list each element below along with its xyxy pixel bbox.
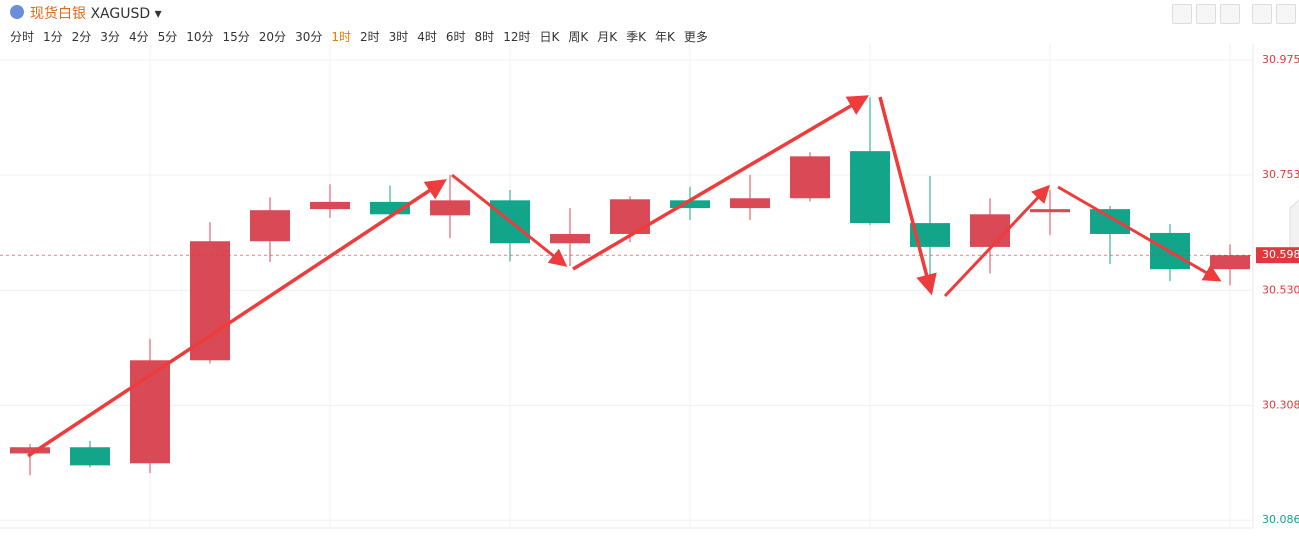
interval-tab[interactable]: 3分 — [100, 30, 120, 44]
interval-tab[interactable]: 日K — [539, 30, 560, 44]
candle-body — [250, 210, 290, 242]
interval-tab[interactable]: 6时 — [445, 30, 466, 44]
y-tick-label: 30.753 — [1262, 168, 1299, 181]
toolbar: 现货白银 XAGUSD ▾ 分时 1分 2分 3分 4分 5分 10分 15分 20分 30分 1时… — [0, 0, 1299, 48]
interval-tab[interactable]: 2分 — [71, 30, 92, 44]
candle-body — [190, 241, 230, 361]
y-tick-label: 30.530 — [1262, 283, 1299, 296]
interval-tab[interactable]: 20分 — [258, 30, 287, 44]
candle-body — [670, 200, 710, 209]
interval-tab[interactable]: 1时 — [331, 30, 351, 44]
annotation-arrows — [27, 95, 1222, 458]
interval-tab[interactable]: 15分 — [222, 30, 250, 44]
y-tick-label: 30.086 — [1262, 513, 1299, 526]
interval-tab[interactable]: 更多 — [683, 30, 708, 44]
interval-tab[interactable]: 周K — [568, 30, 589, 44]
tool-button[interactable] — [1196, 4, 1216, 24]
interval-tab[interactable]: 4分 — [128, 30, 149, 44]
close-button[interactable] — [1276, 4, 1296, 24]
interval-tab[interactable]: 30分 — [295, 30, 323, 44]
logo — [10, 5, 24, 19]
candle-body — [10, 447, 50, 454]
symbol-title[interactable]: 现货白银 XAGUSD ▾ — [30, 6, 162, 22]
symbol-code: XAGUSD — [90, 6, 151, 22]
candle-body — [1030, 209, 1070, 213]
interval-tab[interactable]: 5分 — [157, 30, 178, 44]
y-tick-label: 30.975 — [1262, 53, 1299, 66]
symbol-name: 现货白银 — [30, 6, 86, 22]
tool-button[interactable] — [1172, 4, 1192, 24]
candle-body — [730, 198, 770, 209]
interval-tab[interactable]: 年K — [654, 30, 675, 44]
tool-button[interactable] — [1220, 4, 1240, 24]
last-price-label: 30.598 — [1262, 248, 1299, 261]
candle-body — [850, 151, 890, 224]
interval-tab[interactable]: 月K — [597, 30, 618, 44]
last-price-badge — [1256, 247, 1299, 264]
interval-tab[interactable]: 8时 — [474, 30, 495, 44]
interval-tab[interactable]: 3时 — [388, 30, 409, 44]
candle-body — [790, 156, 830, 199]
candle-body — [130, 360, 170, 464]
interval-tab[interactable]: 4时 — [417, 30, 437, 44]
interval-tab[interactable]: 12时 — [503, 30, 531, 44]
candle-body — [910, 223, 950, 247]
y-tick-label: 30.308 — [1262, 398, 1299, 411]
interval-tab[interactable]: 1分 — [43, 30, 63, 44]
interval-tab[interactable]: 10分 — [186, 30, 214, 44]
candle-body — [1210, 255, 1250, 270]
interval-tab[interactable]: 季K — [626, 30, 646, 44]
tool-button[interactable] — [1252, 4, 1272, 24]
candle-body — [1090, 209, 1130, 234]
interval-tab[interactable]: 分时 — [10, 30, 35, 44]
candle-body — [70, 447, 110, 466]
interval-bar: 分时 1分 2分 3分 4分 5分 10分 15分 20分 30分 1时 2时 3时 4时 6时 8时 12时日… — [10, 28, 717, 45]
candle-body — [310, 201, 350, 210]
interval-tab[interactable]: 2时 — [359, 30, 380, 44]
candle-body — [970, 214, 1010, 247]
candle-body — [430, 200, 470, 216]
candle-body — [550, 233, 590, 244]
